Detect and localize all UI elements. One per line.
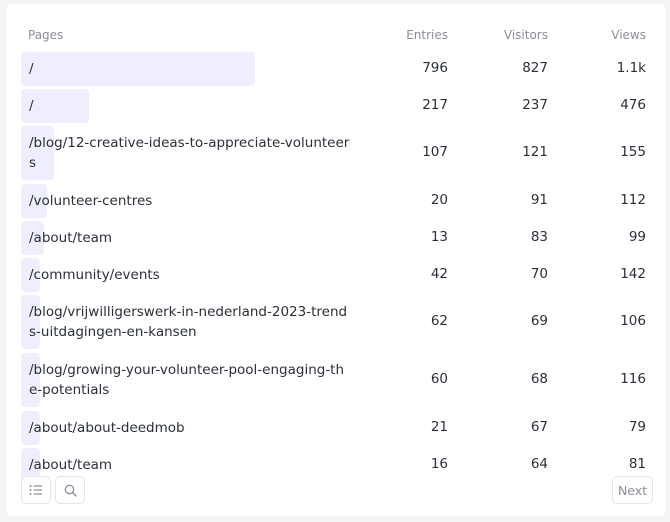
visitor-share-bar [21, 295, 40, 349]
visitors-value: 121 [522, 144, 548, 160]
page-path-link[interactable]: /about/team [29, 457, 113, 473]
table-row[interactable]: /volunteer-centres 20 91 112 [6, 184, 666, 218]
table-row[interactable]: /blog/growing-your-volunteer-pool-engagi… [6, 353, 666, 407]
page-path-link[interactable]: /community/events [29, 267, 160, 283]
visitor-share-bar [21, 258, 40, 292]
views-value: 142 [620, 266, 646, 282]
views-value: 476 [620, 97, 646, 113]
entries-value: 20 [430, 192, 448, 208]
entries-value: 217 [422, 97, 448, 113]
column-header-visitors[interactable]: Visitors [503, 28, 548, 42]
table-row[interactable]: / 217 237 476 [6, 89, 666, 123]
table-row[interactable]: / 796 827 1.1k [6, 52, 666, 86]
entries-value: 60 [430, 371, 448, 387]
page-path-link[interactable]: / [29, 98, 34, 114]
views-value: 155 [620, 144, 646, 160]
entries-value: 107 [422, 144, 448, 160]
list-icon [29, 484, 43, 496]
visitor-share-bar [21, 89, 89, 123]
entries-value: 16 [430, 456, 448, 472]
entries-value: 21 [430, 419, 448, 435]
table-row[interactable]: /about/team 16 64 81 [6, 448, 666, 482]
views-value: 116 [620, 371, 646, 387]
table-row[interactable]: /about/about-deedmob 21 67 79 [6, 411, 666, 445]
page-path-link[interactable]: /volunteer-centres [29, 193, 153, 209]
page-path-link[interactable]: /about/about-deedmob [29, 420, 185, 436]
views-value: 81 [628, 456, 646, 472]
visitors-value: 67 [530, 419, 548, 435]
visitors-value: 70 [530, 266, 548, 282]
views-value: 99 [628, 229, 646, 245]
page-path-link[interactable]: /about/team [29, 230, 113, 246]
entries-value: 13 [430, 229, 448, 245]
page-path-link[interactable]: /blog/growing-your-volunteer-pool-engagi… [29, 362, 345, 398]
visitor-share-bar [21, 184, 47, 218]
visitor-share-bar [21, 448, 40, 482]
entries-value: 42 [430, 266, 448, 282]
page-path-link[interactable]: /blog/vrijwilligerswerk-in-nederland-202… [29, 304, 348, 340]
visitor-share-bar [21, 353, 40, 407]
visitors-value: 83 [530, 229, 548, 245]
next-page-button[interactable]: Next [612, 476, 653, 504]
entries-value: 62 [430, 313, 448, 329]
visitors-value: 69 [530, 313, 548, 329]
column-header-pages[interactable]: Pages [28, 28, 64, 42]
table-row[interactable]: /blog/12-creative-ideas-to-appreciate-vo… [6, 126, 666, 180]
entries-value: 796 [422, 60, 448, 76]
column-header-views[interactable]: Views [611, 28, 646, 42]
visitor-share-bar [21, 411, 40, 445]
views-value: 106 [620, 313, 646, 329]
visitor-share-bar [21, 52, 255, 86]
visitor-share-bar [21, 126, 54, 180]
visitors-value: 68 [530, 371, 548, 387]
table-row[interactable]: /about/team 13 83 99 [6, 221, 666, 255]
search-button[interactable] [55, 476, 85, 504]
list-view-button[interactable] [21, 476, 51, 504]
views-value: 112 [620, 192, 646, 208]
visitors-value: 237 [522, 97, 548, 113]
views-value: 79 [628, 419, 646, 435]
table-header: Pages Entries Visitors Views [6, 4, 666, 44]
table-row[interactable]: /community/events 42 70 142 [6, 258, 666, 292]
column-header-entries[interactable]: Entries [406, 28, 448, 42]
search-icon [64, 484, 77, 497]
visitor-share-bar [21, 221, 44, 255]
page-path-link[interactable]: /blog/12-creative-ideas-to-appreciate-vo… [29, 135, 350, 171]
pages-card: Pages Entries Visitors Views / 796 827 1.1k… [6, 4, 666, 516]
visitors-value: 827 [522, 60, 548, 76]
views-value: 1.1k [616, 60, 646, 76]
page-path-link[interactable]: / [29, 61, 34, 77]
visitors-value: 91 [530, 192, 548, 208]
visitors-value: 64 [530, 456, 548, 472]
table-row[interactable]: /blog/vrijwilligerswerk-in-nederland-202… [6, 295, 666, 349]
